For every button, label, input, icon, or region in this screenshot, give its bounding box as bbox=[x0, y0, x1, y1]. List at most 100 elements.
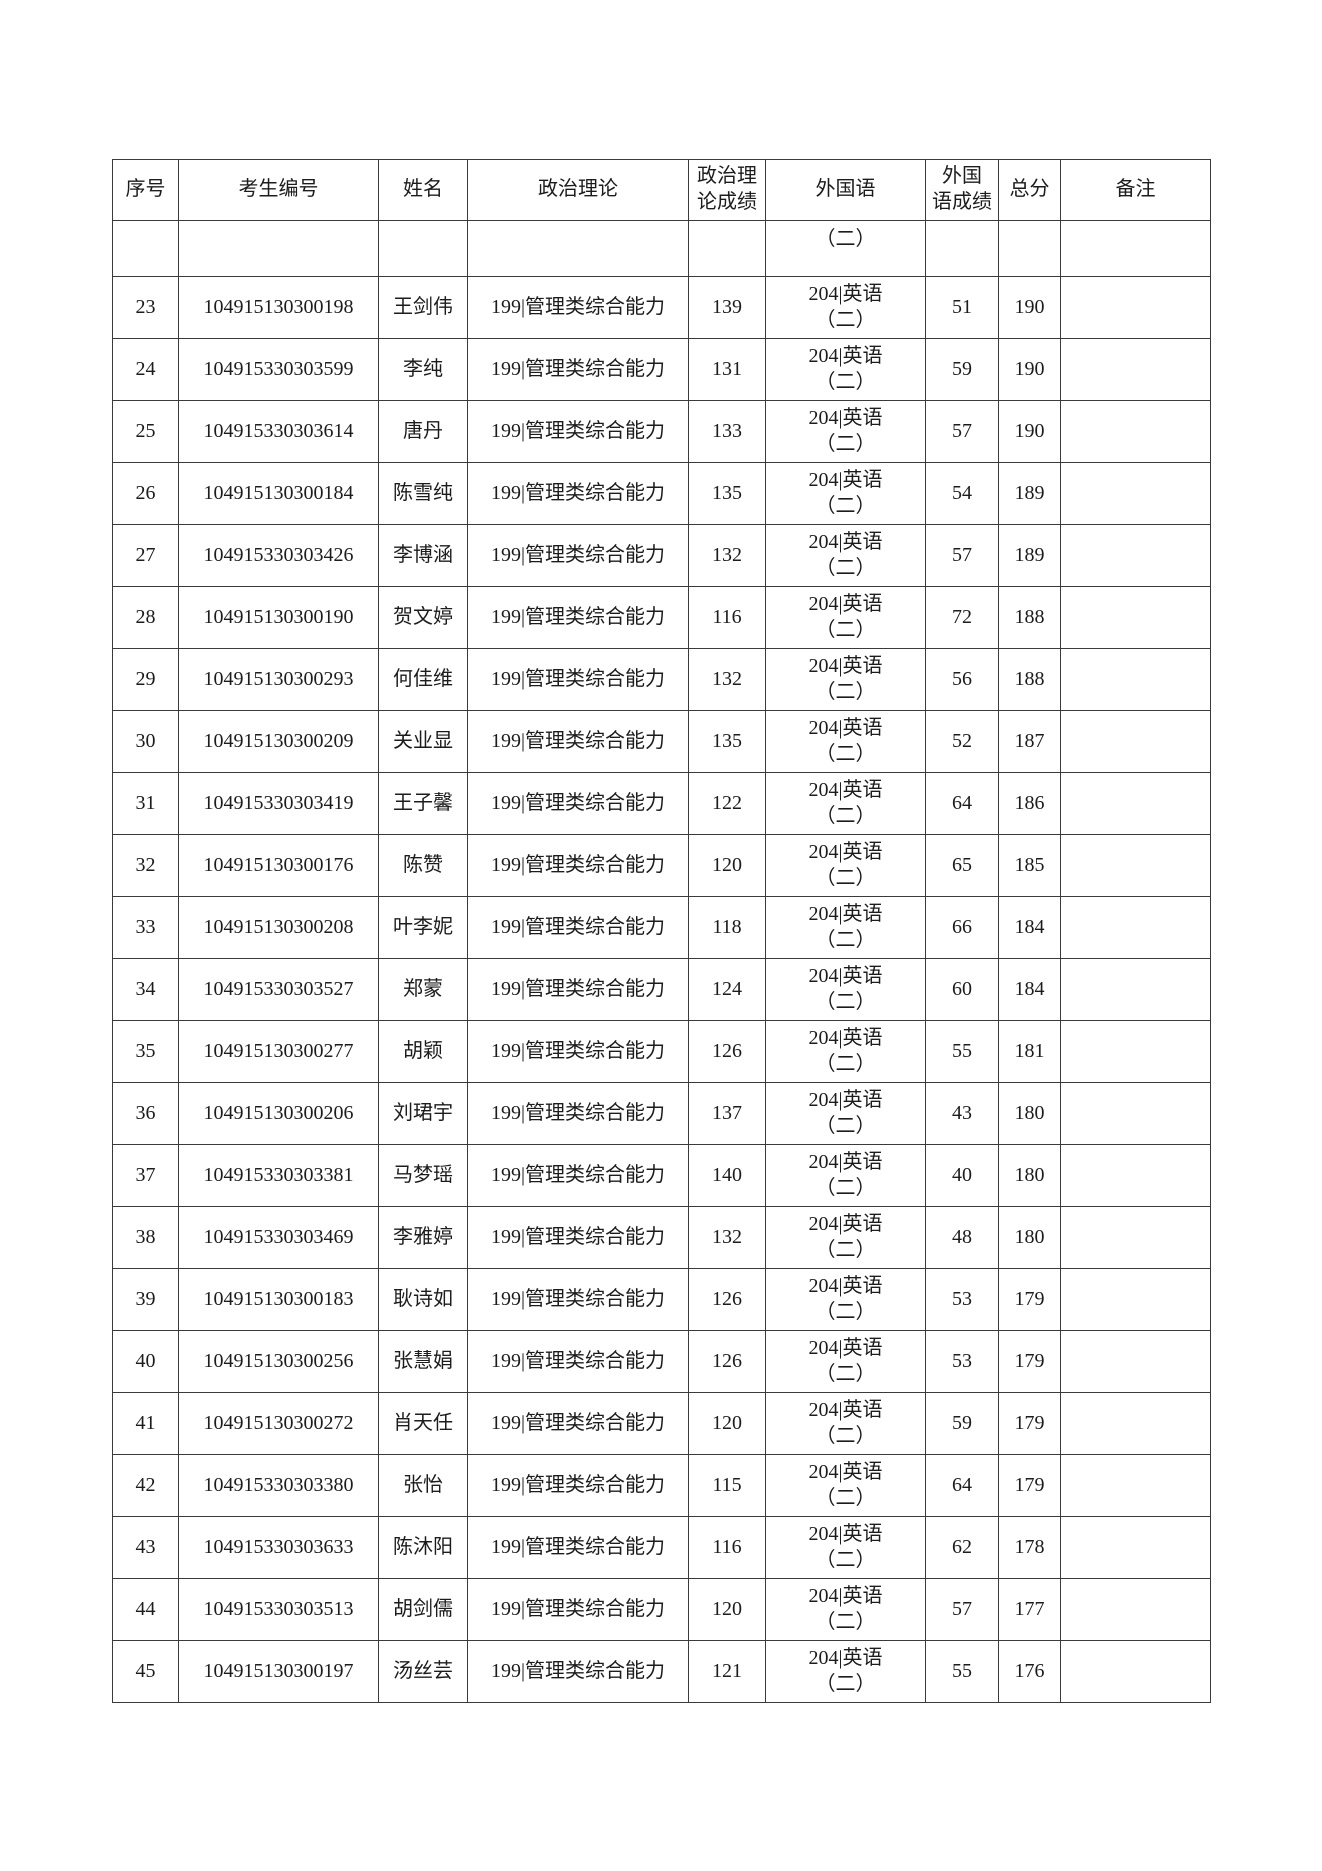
cell-foreign-language: 204|英语 （二） bbox=[765, 1640, 926, 1703]
cell-politics-subject: 199|管理类综合能力 bbox=[467, 1082, 689, 1145]
cell-foreign-language-score: 57 bbox=[925, 1578, 999, 1641]
cell-index: 33 bbox=[112, 896, 179, 959]
cell-name: 胡剑儒 bbox=[378, 1578, 468, 1641]
cell-index: 43 bbox=[112, 1516, 179, 1579]
cell-candidate-id: 104915130300184 bbox=[178, 462, 379, 525]
cell-politics-score: 122 bbox=[688, 772, 766, 835]
cell-foreign-language: 204|英语 （二） bbox=[765, 276, 926, 339]
cell-politics-score: 126 bbox=[688, 1268, 766, 1331]
cell-total-score bbox=[998, 220, 1061, 277]
cell-foreign-language-score: 72 bbox=[925, 586, 999, 649]
cell-politics-subject: 199|管理类综合能力 bbox=[467, 1578, 689, 1641]
cell-candidate-id: 104915130300277 bbox=[178, 1020, 379, 1083]
cell-foreign-language: 204|英语 （二） bbox=[765, 710, 926, 773]
cell-foreign-language-score: 53 bbox=[925, 1330, 999, 1393]
cell-politics-score: 126 bbox=[688, 1330, 766, 1393]
table-row: 33 104915130300208 叶李妮 199|管理类综合能力 118 2… bbox=[112, 896, 1211, 959]
cell-remark bbox=[1060, 648, 1211, 711]
cell-foreign-language-score: 52 bbox=[925, 710, 999, 773]
cell-name: 肖天任 bbox=[378, 1392, 468, 1455]
cell-politics-score: 132 bbox=[688, 524, 766, 587]
cell-foreign-language: 204|英语 （二） bbox=[765, 1268, 926, 1331]
cell-politics-score: 120 bbox=[688, 1392, 766, 1455]
table-row: 37 104915330303381 马梦瑶 199|管理类综合能力 140 2… bbox=[112, 1144, 1211, 1207]
table-row: 41 104915130300272 肖天任 199|管理类综合能力 120 2… bbox=[112, 1392, 1211, 1455]
cell-remark bbox=[1060, 958, 1211, 1021]
cell-candidate-id: 104915130300208 bbox=[178, 896, 379, 959]
cell-index: 41 bbox=[112, 1392, 179, 1455]
cell-politics-score: 124 bbox=[688, 958, 766, 1021]
cell-foreign-language-score: 64 bbox=[925, 1454, 999, 1517]
cell-candidate-id: 104915130300183 bbox=[178, 1268, 379, 1331]
cell-name: 贺文婷 bbox=[378, 586, 468, 649]
cell-foreign-language-score: 59 bbox=[925, 1392, 999, 1455]
table-row: 32 104915130300176 陈赞 199|管理类综合能力 120 20… bbox=[112, 834, 1211, 897]
cell-foreign-language-score: 48 bbox=[925, 1206, 999, 1269]
cell-name: 何佳维 bbox=[378, 648, 468, 711]
column-header: 考生编号 bbox=[178, 159, 379, 221]
cell-politics-score: 131 bbox=[688, 338, 766, 401]
table-row: 38 104915330303469 李雅婷 199|管理类综合能力 132 2… bbox=[112, 1206, 1211, 1269]
cell-politics-score: 120 bbox=[688, 1578, 766, 1641]
cell-foreign-language-score: 64 bbox=[925, 772, 999, 835]
cell-politics-score: 133 bbox=[688, 400, 766, 463]
cell-politics-subject: 199|管理类综合能力 bbox=[467, 710, 689, 773]
cell-foreign-language-score: 55 bbox=[925, 1640, 999, 1703]
cell-politics-subject: 199|管理类综合能力 bbox=[467, 1020, 689, 1083]
cell-index: 25 bbox=[112, 400, 179, 463]
cell-foreign-language: 204|英语 （二） bbox=[765, 648, 926, 711]
cell-total-score: 189 bbox=[998, 524, 1061, 587]
cell-name: 耿诗如 bbox=[378, 1268, 468, 1331]
cell-total-score: 180 bbox=[998, 1082, 1061, 1145]
column-header: 外国语 bbox=[765, 159, 926, 221]
cell-politics-subject: 199|管理类综合能力 bbox=[467, 834, 689, 897]
cell-foreign-language: 204|英语 （二） bbox=[765, 1206, 926, 1269]
cell-politics-score: 121 bbox=[688, 1640, 766, 1703]
cell-remark bbox=[1060, 1330, 1211, 1393]
cell-foreign-language-score: 62 bbox=[925, 1516, 999, 1579]
cell-total-score: 189 bbox=[998, 462, 1061, 525]
cell-candidate-id: 104915130300272 bbox=[178, 1392, 379, 1455]
cell-foreign-language: （二） bbox=[765, 220, 926, 277]
cell-candidate-id: 104915330303381 bbox=[178, 1144, 379, 1207]
cell-name: 叶李妮 bbox=[378, 896, 468, 959]
cell-foreign-language-score: 57 bbox=[925, 524, 999, 587]
column-header: 总分 bbox=[998, 159, 1061, 221]
cell-total-score: 188 bbox=[998, 648, 1061, 711]
cell-candidate-id: 104915330303469 bbox=[178, 1206, 379, 1269]
cell-remark bbox=[1060, 1392, 1211, 1455]
cell-politics-score: 116 bbox=[688, 586, 766, 649]
cell-remark bbox=[1060, 338, 1211, 401]
column-header: 外国 语成绩 bbox=[925, 159, 999, 221]
cell-politics-subject: 199|管理类综合能力 bbox=[467, 586, 689, 649]
cell-politics-subject: 199|管理类综合能力 bbox=[467, 648, 689, 711]
table-header-row: 序号 考生编号 姓名 政治理论 政治理 论成绩 外国语 外国 语成绩 总分 备注 bbox=[112, 159, 1211, 221]
cell-total-score: 181 bbox=[998, 1020, 1061, 1083]
cell-candidate-id: 104915330303633 bbox=[178, 1516, 379, 1579]
cell-index: 35 bbox=[112, 1020, 179, 1083]
cell-candidate-id: 104915330303419 bbox=[178, 772, 379, 835]
cell-total-score: 184 bbox=[998, 896, 1061, 959]
cell-foreign-language: 204|英语 （二） bbox=[765, 524, 926, 587]
table-row: 23 104915130300198 王剑伟 199|管理类综合能力 139 2… bbox=[112, 276, 1211, 339]
cell-politics-subject: 199|管理类综合能力 bbox=[467, 1640, 689, 1703]
cell-politics-subject: 199|管理类综合能力 bbox=[467, 524, 689, 587]
cell-index: 39 bbox=[112, 1268, 179, 1331]
cell-name: 陈雪纯 bbox=[378, 462, 468, 525]
cell-foreign-language-score: 57 bbox=[925, 400, 999, 463]
cell-remark bbox=[1060, 896, 1211, 959]
cell-index: 38 bbox=[112, 1206, 179, 1269]
cell-total-score: 178 bbox=[998, 1516, 1061, 1579]
cell-name: 李纯 bbox=[378, 338, 468, 401]
cell-index: 26 bbox=[112, 462, 179, 525]
cell-foreign-language-score: 40 bbox=[925, 1144, 999, 1207]
cell-foreign-language: 204|英语 （二） bbox=[765, 1020, 926, 1083]
cell-candidate-id: 104915130300206 bbox=[178, 1082, 379, 1145]
table-row: 27 104915330303426 李博涵 199|管理类综合能力 132 2… bbox=[112, 524, 1211, 587]
cell-politics-score: 132 bbox=[688, 1206, 766, 1269]
cell-remark bbox=[1060, 1082, 1211, 1145]
cell-name: 王子馨 bbox=[378, 772, 468, 835]
cell-candidate-id: 104915330303614 bbox=[178, 400, 379, 463]
table-row: 44 104915330303513 胡剑儒 199|管理类综合能力 120 2… bbox=[112, 1578, 1211, 1641]
